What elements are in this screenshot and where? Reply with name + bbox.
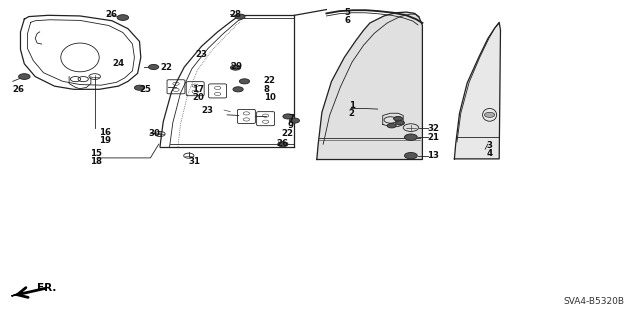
Polygon shape [12, 292, 22, 296]
Circle shape [278, 142, 288, 147]
Text: 32: 32 [428, 124, 440, 133]
Circle shape [387, 123, 396, 128]
Circle shape [230, 65, 241, 70]
Circle shape [404, 134, 417, 140]
Circle shape [233, 87, 243, 92]
Circle shape [404, 152, 417, 159]
Text: 10: 10 [264, 93, 276, 102]
Text: 22: 22 [264, 76, 276, 85]
Text: 3: 3 [486, 141, 492, 150]
Text: 28: 28 [229, 10, 241, 19]
Text: 22: 22 [160, 63, 172, 72]
Text: SVA4-B5320B: SVA4-B5320B [563, 297, 624, 306]
Text: 5: 5 [344, 8, 350, 17]
Circle shape [19, 74, 30, 79]
Text: 15: 15 [90, 149, 102, 158]
Text: 26: 26 [276, 139, 289, 148]
Circle shape [117, 15, 129, 20]
Text: 7: 7 [288, 114, 294, 122]
Text: 26: 26 [106, 10, 118, 19]
Text: 20: 20 [192, 93, 204, 102]
Text: 24: 24 [112, 59, 124, 68]
Text: 9: 9 [288, 121, 294, 130]
Text: 19: 19 [99, 136, 111, 145]
Text: 29: 29 [230, 63, 243, 71]
Text: 4: 4 [486, 149, 493, 158]
Circle shape [394, 116, 403, 121]
Text: 26: 26 [13, 85, 25, 94]
Text: 23: 23 [195, 50, 207, 59]
Text: 22: 22 [282, 130, 294, 138]
Text: 1: 1 [349, 101, 355, 110]
Circle shape [148, 64, 159, 70]
Text: 30: 30 [148, 129, 161, 138]
Text: 23: 23 [202, 106, 214, 115]
Text: 8: 8 [264, 85, 269, 94]
Text: 16: 16 [99, 128, 111, 137]
Circle shape [484, 112, 495, 117]
Text: 21: 21 [428, 133, 440, 142]
Polygon shape [454, 22, 500, 159]
Circle shape [396, 121, 404, 125]
Circle shape [289, 118, 300, 123]
Text: FR.: FR. [37, 283, 56, 293]
Circle shape [235, 14, 245, 19]
Text: 18: 18 [90, 157, 102, 166]
Circle shape [239, 79, 250, 84]
Text: 6: 6 [344, 16, 350, 25]
Text: 17: 17 [192, 85, 204, 94]
Polygon shape [317, 12, 422, 160]
Circle shape [134, 85, 145, 90]
Text: 2: 2 [349, 109, 355, 118]
Text: 31: 31 [189, 157, 201, 166]
Circle shape [283, 114, 293, 119]
Text: 25: 25 [140, 85, 152, 94]
Text: 13: 13 [428, 151, 440, 160]
